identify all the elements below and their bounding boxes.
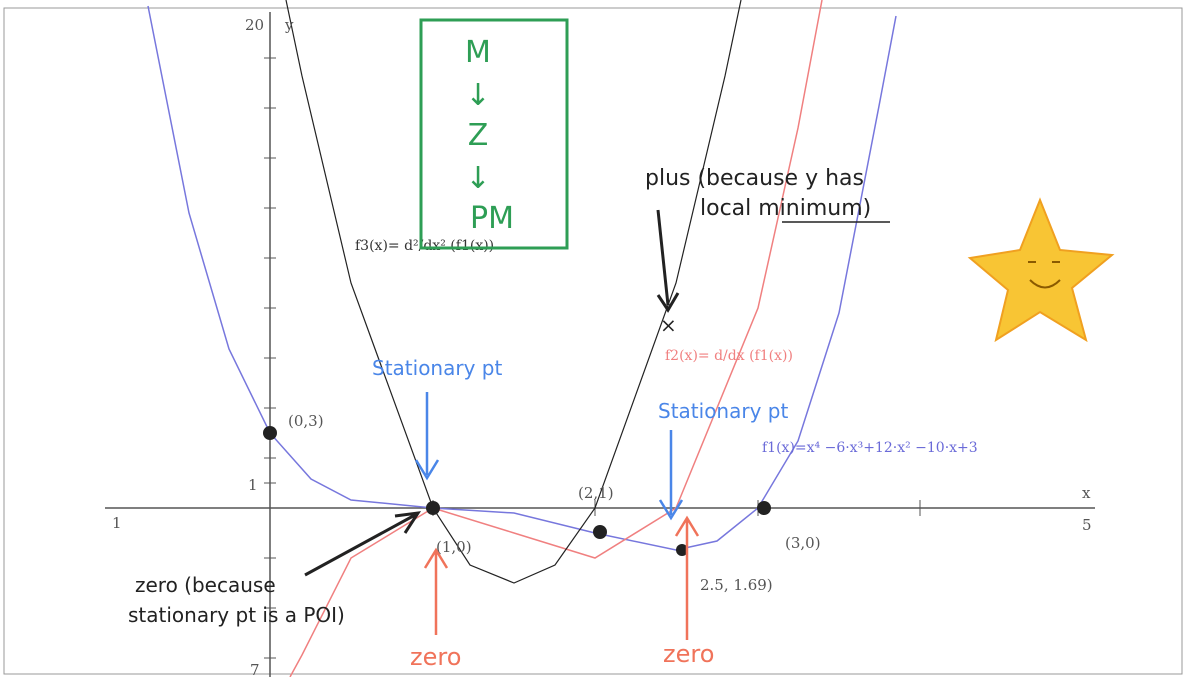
text: zero [663,640,714,668]
text: M [465,35,491,70]
x-left: 1 [112,514,122,532]
point-label: (3,0) [785,534,821,552]
f3-label: f3(x)= d²/dx² (f1(x)) [355,238,494,254]
x-right: 5 [1082,516,1092,534]
y-name: y [284,16,294,34]
text: zero (because [135,573,276,597]
x-name: x [1082,484,1091,502]
y-top: 20 [245,16,264,34]
cross: × [660,313,677,337]
y-one: 1 [248,476,258,494]
text: ↓ [465,161,490,196]
text: zero [410,643,461,671]
text: stationary pt is a POI) [128,603,345,627]
f2-label: f2(x)= d/dx (f1(x)) [665,348,793,364]
point-label: 2.5, 1.69) [700,576,773,594]
text: PM [470,201,514,236]
text: Z [468,118,489,153]
text: ↓ [465,78,490,113]
y-bottom: 7 [250,661,260,677]
point-label: (2,1) [578,484,614,502]
point-label: (1,0) [436,538,472,556]
point-label: (0,3) [288,412,324,430]
f1-label: f1(x)=x⁴ −6·x³+12·x² −10·x+3 [762,440,978,456]
stationary-note: Stationary pt [372,356,502,380]
text: local minimum) [700,196,871,221]
text: plus (because y has [645,166,864,191]
page: 20 y 1 7 1 x 5 (0,3) (2,1) (1,0) (3,0) 2… [0,0,1186,677]
stationary-note: Stationary pt [658,399,788,423]
